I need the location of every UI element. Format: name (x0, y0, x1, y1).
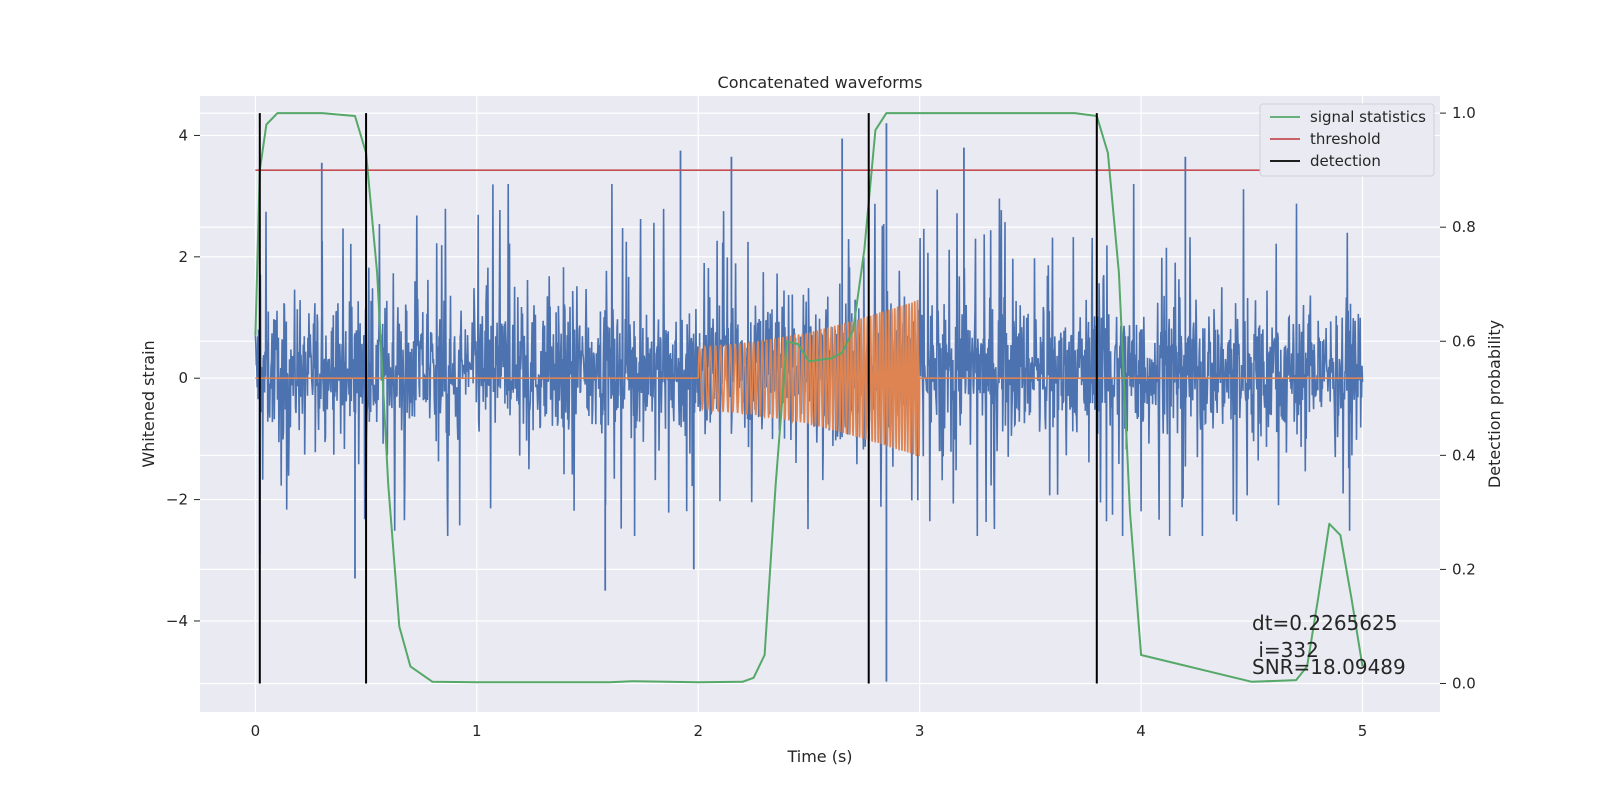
y-axis-label-right: Detection probability (1485, 320, 1504, 488)
annotation-dt: dt=0.2265625 (1252, 611, 1397, 635)
x-tick-label: 1 (472, 722, 482, 740)
detection-series (258, 113, 1098, 684)
y-left-tick-label: 0 (178, 369, 188, 387)
strain-series (254, 123, 1364, 682)
injected-signal-series (255, 300, 1363, 457)
y-right-tick-label: 1.0 (1452, 104, 1476, 122)
x-tick-label: 5 (1358, 722, 1368, 740)
y-right-tick-label: 0.0 (1452, 674, 1476, 692)
signal-statistics-line (254, 112, 1364, 684)
x-tick-label: 4 (1136, 722, 1146, 740)
y-right-tick-label: 0.8 (1452, 218, 1476, 236)
y-left-tick-label: 4 (178, 126, 188, 144)
y-left-tick-label: −4 (166, 612, 188, 630)
legend: signal statistics threshold detection (1259, 103, 1435, 177)
axis-ticks: 0 1 2 3 4 5 −4 −2 0 2 4 0.0 0.2 0.4 0.6 0.8 1.0 (166, 104, 1476, 740)
chart-title: Concatenated waveforms (718, 73, 923, 92)
annotation-snr: SNR=18.09489 (1252, 655, 1406, 679)
legend-box (1259, 103, 1435, 177)
legend-label-detection: detection (1310, 152, 1381, 170)
y-left-tick-label: −2 (166, 491, 188, 509)
y-right-tick-label: 0.2 (1452, 560, 1476, 578)
annotation-i: i=332 (1252, 638, 1319, 662)
legend-label-signal-statistics: signal statistics (1310, 108, 1426, 126)
y-left-tick-label: 2 (178, 248, 188, 266)
x-tick-label: 3 (915, 722, 925, 740)
signal-statistics-series (254, 112, 1364, 684)
x-axis-label: Time (s) (786, 747, 852, 766)
signal-chirp (697, 300, 921, 457)
y-right-tick-label: 0.4 (1452, 446, 1476, 464)
x-tick-label: 2 (693, 722, 703, 740)
strain-line (254, 183, 1364, 537)
y-axis-label-left: Whitened strain (139, 340, 158, 467)
x-tick-label: 0 (251, 722, 261, 740)
legend-label-threshold: threshold (1310, 130, 1381, 148)
y-right-tick-label: 0.6 (1452, 332, 1476, 350)
